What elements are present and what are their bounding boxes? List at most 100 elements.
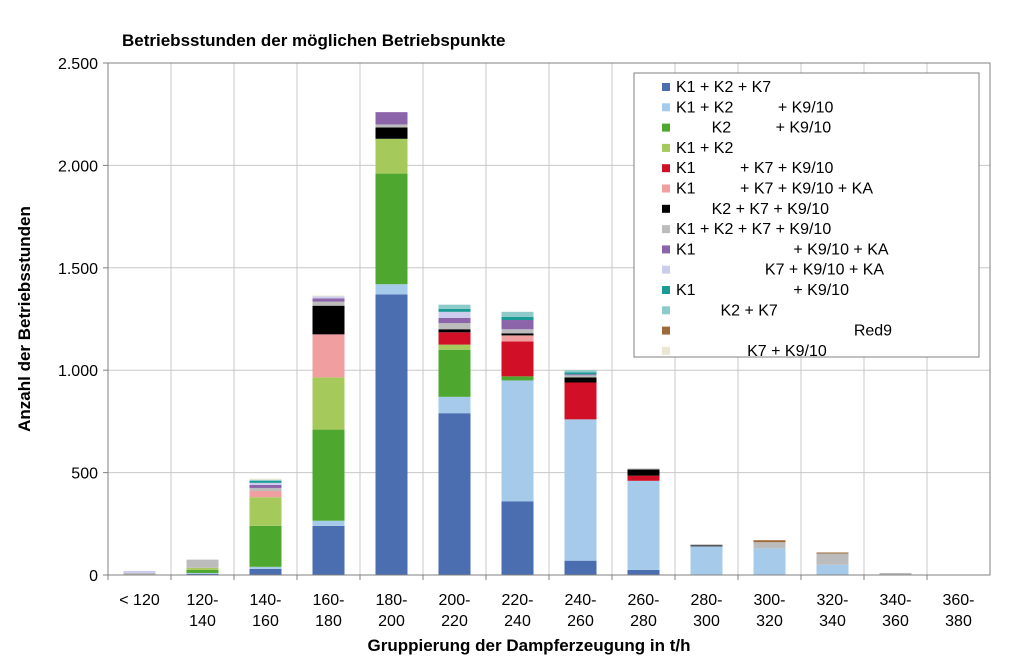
legend-label: K1 + K2 + K7 + K9/10 — [676, 221, 831, 238]
legend-swatch — [662, 83, 670, 91]
x-axis-ticks: < 120 120-140 140-160 160-180 180-200 200-220… — [107, 575, 975, 630]
legend-swatch — [662, 286, 670, 294]
bar-segment — [564, 382, 597, 420]
bar-segment — [375, 124, 408, 128]
bar-segment — [249, 491, 282, 498]
bar-segment — [312, 377, 345, 430]
bar-segment — [375, 294, 408, 575]
bar-segment — [438, 304, 471, 309]
bar-segment — [501, 316, 534, 321]
bars — [123, 112, 912, 575]
legend-swatch — [662, 184, 670, 193]
bar-segment — [186, 572, 219, 574]
bar-segment — [186, 573, 219, 575]
bar-segment — [375, 127, 408, 139]
bar-segment — [438, 329, 471, 333]
y-tick-label: 500 — [71, 466, 98, 483]
bar-segment — [501, 329, 534, 334]
bar-segment — [312, 298, 345, 302]
bar-segment — [564, 377, 597, 383]
y-tick-label: 1.500 — [58, 261, 98, 278]
bar-segment — [438, 344, 471, 350]
bar-segment — [123, 572, 156, 575]
x-tick-label: 200-220 — [438, 592, 470, 630]
bar-segment — [249, 525, 282, 567]
bar-segment — [438, 308, 471, 312]
legend-swatch — [662, 164, 670, 173]
bar-segment — [249, 497, 282, 526]
bar-segment — [564, 372, 597, 375]
x-tick-label: 220-240 — [501, 592, 533, 630]
bar-segment — [627, 569, 660, 575]
legend-box — [633, 72, 980, 358]
x-tick-label: 260-280 — [627, 592, 659, 630]
x-tick-label: 360-380 — [942, 592, 974, 630]
legend-swatch — [662, 204, 670, 213]
bar-segment — [186, 567, 219, 570]
bar-segment — [501, 320, 534, 330]
legend-swatch — [662, 103, 670, 112]
bar-segment — [501, 333, 534, 336]
legend-label: K1 + K2 + K7 — [676, 79, 771, 96]
bar-segment — [690, 545, 723, 547]
bar-segment — [627, 468, 660, 470]
bar-segment — [438, 396, 471, 414]
bar-segment — [249, 479, 282, 481]
x-tick-label: 180-200 — [375, 592, 407, 630]
x-tick-label: 280-300 — [690, 592, 722, 630]
bar-segment — [312, 520, 345, 526]
legend-label: K1 + K7 + K9/10 + KA — [676, 181, 873, 198]
bar-segment — [186, 559, 219, 568]
bar-segment — [753, 540, 786, 543]
chart-title: Betriebsstunden der möglichen Betriebspu… — [122, 31, 506, 50]
legend-swatch — [662, 306, 670, 315]
x-tick-label: 340-360 — [879, 592, 911, 630]
legend-label: K2 + K9/10 — [676, 120, 831, 137]
bar-segment — [249, 487, 282, 492]
y-tick-label: 1.000 — [58, 363, 98, 380]
legend-swatch — [662, 225, 670, 234]
x-tick-label: 120-140 — [186, 592, 218, 630]
bar-segment — [438, 349, 471, 397]
legend-swatch — [662, 245, 670, 254]
bar-segment — [375, 173, 408, 285]
legend-label: K2 + K7 — [676, 302, 778, 319]
bar-segment — [501, 501, 534, 575]
legend-label: K7 + K9/10 + KA — [676, 262, 884, 279]
x-tick-label: 160-180 — [312, 592, 344, 630]
legend-label: Red9 — [676, 323, 892, 340]
bar-segment — [564, 374, 597, 376]
bar-segment — [312, 295, 345, 297]
bar-segment — [186, 569, 219, 573]
legend-swatch — [662, 143, 670, 152]
bar-segment — [375, 284, 408, 295]
bar-segment — [501, 311, 534, 317]
bar-segment — [501, 376, 534, 381]
bar-segment — [312, 334, 345, 378]
x-axis-title: Gruppierung der Dampferzeugung in t/h — [368, 636, 691, 655]
x-tick-label: 140-160 — [249, 592, 281, 630]
y-axis-ticks: 0 500 1.000 1.500 2.000 2.500 — [58, 56, 108, 585]
legend-swatch — [662, 265, 670, 274]
bar-segment — [879, 572, 912, 575]
bar-segment — [627, 475, 660, 481]
legend-label: K1 + K7 + K9/10 — [676, 160, 834, 177]
bar-segment — [249, 568, 282, 575]
y-tick-label: 2.000 — [58, 158, 98, 175]
bar-segment — [249, 566, 282, 569]
bar-segment — [375, 138, 408, 174]
bar-segment — [249, 482, 282, 485]
bar-segment — [312, 305, 345, 335]
x-tick-label: < 120 — [119, 592, 160, 609]
bar-segment — [816, 553, 849, 565]
bar-segment — [501, 380, 534, 502]
bar-segment — [375, 112, 408, 125]
bar-segment — [312, 301, 345, 306]
bar-segment — [627, 469, 660, 476]
legend-label: K1 + K9/10 — [676, 282, 849, 299]
y-tick-label: 2.500 — [58, 56, 98, 73]
bar-segment — [438, 332, 471, 345]
bar-segment — [438, 323, 471, 330]
legend-label: K2 + K7 + K9/10 — [676, 201, 829, 218]
